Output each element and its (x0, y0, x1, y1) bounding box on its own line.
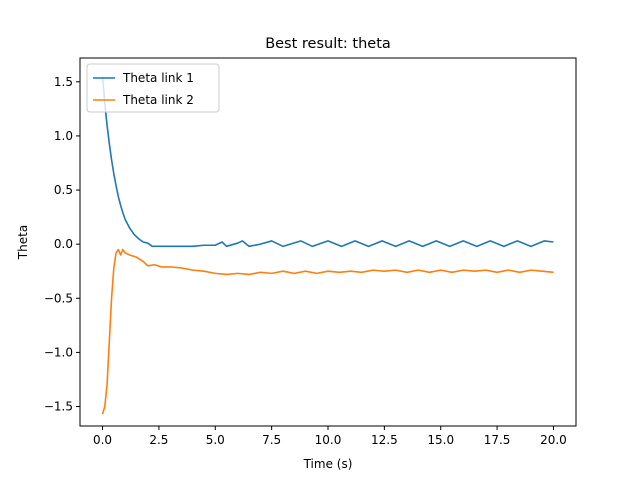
plot-area (101, 76, 554, 415)
y-axis-label: Theta (16, 225, 30, 260)
y-tick-label: 1.5 (54, 75, 73, 89)
x-tick-label: 0.0 (93, 433, 112, 447)
x-tick-label: 17.5 (484, 433, 511, 447)
series-line-1 (101, 76, 554, 248)
y-tick-label: −1.5 (44, 400, 73, 414)
x-axis-label: Time (s) (303, 457, 353, 471)
x-tick-label: 15.0 (427, 433, 454, 447)
y-tick-label: −1.0 (44, 345, 73, 359)
x-axis: 0.0 2.5 5.0 7.5 10.0 12.5 15.0 17.5 20.0 (93, 426, 567, 447)
series-line-2 (101, 248, 554, 415)
x-tick-label: 5.0 (206, 433, 225, 447)
chart-title: Best result: theta (265, 36, 391, 52)
legend: Theta link 1 Theta link 2 (86, 63, 220, 113)
legend-entry: Theta link 1 (122, 71, 194, 85)
legend-box (86, 63, 220, 113)
x-tick-label: 2.5 (149, 433, 168, 447)
y-tick-label: 1.0 (54, 129, 73, 143)
x-tick-label: 10.0 (315, 433, 342, 447)
y-tick-label: 0.0 (54, 237, 73, 251)
x-tick-label: 20.0 (540, 433, 567, 447)
y-axis: −1.5 −1.0 −0.5 0.0 0.5 1.0 1.5 (44, 75, 80, 414)
y-tick-label: 0.5 (54, 183, 73, 197)
x-tick-label: 7.5 (262, 433, 281, 447)
legend-entry: Theta link 2 (122, 93, 194, 107)
y-tick-label: −0.5 (44, 291, 73, 305)
x-tick-label: 12.5 (371, 433, 398, 447)
